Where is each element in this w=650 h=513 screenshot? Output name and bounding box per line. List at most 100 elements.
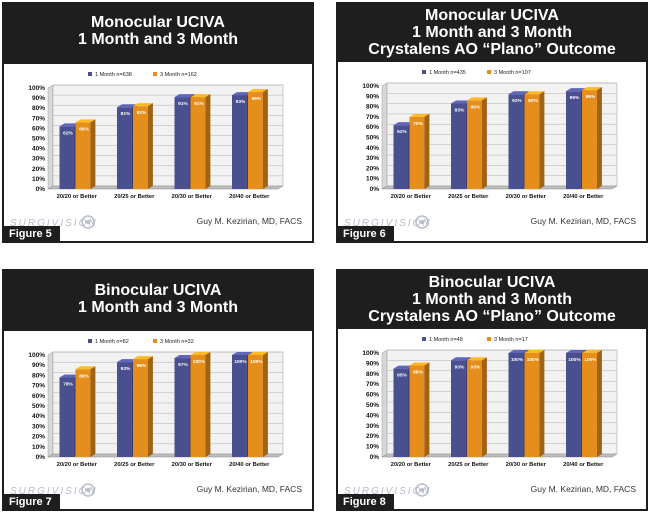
bar <box>524 350 545 457</box>
chart-panel-figure-6: Monocular UCIVA 1 Month and 3 Month Crys… <box>336 2 648 243</box>
y-tick-label: 0% <box>370 186 380 193</box>
y-tick-label: 50% <box>366 135 379 142</box>
legend-swatch <box>487 70 491 74</box>
y-tick-label: 50% <box>366 402 379 409</box>
data-label: 70% <box>413 121 423 127</box>
legend-label: 1 Month n=48 <box>429 337 463 343</box>
bar <box>190 94 211 189</box>
x-tick-label: 20/25 or Better <box>448 462 489 468</box>
legend-label: 3 Month n=162 <box>160 72 197 78</box>
data-label: 91% <box>178 101 188 107</box>
data-label: 93% <box>121 366 131 372</box>
data-label: 93% <box>471 364 481 370</box>
bar <box>466 357 487 457</box>
figure-label: Figure 7 <box>4 494 60 509</box>
figure-label: Figure 6 <box>338 226 394 241</box>
data-label: 82% <box>137 110 147 116</box>
x-tick-label: 20/25 or Better <box>114 194 155 200</box>
svg-text:SURGIVISION: SURGIVISION <box>10 486 98 497</box>
chart-panel-figure-5: Monocular UCIVA 1 Month and 3 Month 1 Mo… <box>2 2 314 243</box>
data-label: 100% <box>250 359 263 365</box>
bar-chart: 1 Month n=638 3 Month n=162 0% 10% 20% 30% 40%… <box>28 72 284 200</box>
bar <box>409 362 430 457</box>
y-tick-label: 20% <box>366 165 379 172</box>
chart-title-line: Crystalens AO “Plano” Outcome <box>368 41 616 58</box>
y-tick-label: 50% <box>32 136 45 143</box>
y-tick-label: 20% <box>32 166 45 173</box>
chart-title: Binocular UCIVA 1 Month and 3 Month <box>4 271 312 331</box>
chart-side-wall <box>381 82 388 190</box>
chart-side-wall <box>381 349 388 458</box>
legend-swatch <box>153 72 157 76</box>
y-tick-label: 40% <box>32 413 45 420</box>
y-tick-label: 30% <box>32 423 45 430</box>
bar <box>75 366 96 457</box>
bar <box>581 87 602 189</box>
legend-swatch <box>153 339 157 343</box>
y-tick-label: 20% <box>32 434 45 441</box>
chart-panel-figure-8: Binocular UCIVA 1 Month and 3 Month Crys… <box>336 269 648 511</box>
data-label: 66% <box>79 126 89 132</box>
surgivision-logo-icon: SURGIVISION <box>344 214 454 235</box>
x-tick-label: 20/40 or Better <box>563 194 604 200</box>
legend-label: 1 Month n=638 <box>95 72 132 78</box>
x-tick-label: 20/25 or Better <box>448 194 489 200</box>
data-label: 88% <box>413 369 423 375</box>
data-label: 78% <box>63 381 73 387</box>
surgivision-logo-icon: SURGIVISION <box>10 482 120 503</box>
data-label: 96% <box>137 363 147 369</box>
y-tick-label: 30% <box>32 156 45 163</box>
surgivision-logo-icon: SURGIVISION <box>10 214 120 235</box>
chart-side-wall <box>47 84 54 190</box>
bar <box>409 113 430 189</box>
legend-label: 3 Month n=17 <box>494 337 528 343</box>
bar <box>247 89 268 189</box>
legend-label: 3 Month n=107 <box>494 70 531 76</box>
data-label: 92% <box>512 98 522 104</box>
author-credit: Guy M. Kezirian, MD, FACS <box>530 484 636 494</box>
bar-chart: 1 Month n=48 3 Month n=17 0% 10% 20% 30% 40% 50… <box>362 337 618 468</box>
y-tick-label: 60% <box>366 392 379 399</box>
svg-text:SURGIVISION: SURGIVISION <box>10 218 98 229</box>
bar <box>524 91 545 189</box>
x-tick-label: 20/30 or Better <box>172 462 213 468</box>
chart-legend: 1 Month n=48 3 Month n=17 <box>422 337 528 343</box>
chart-title-line: 1 Month and 3 Month <box>78 299 238 316</box>
y-tick-label: 10% <box>32 176 45 183</box>
data-label: 85% <box>397 373 407 379</box>
legend-label: 3 Month n=32 <box>160 339 194 345</box>
data-label: 100% <box>584 357 597 363</box>
data-label: 100% <box>234 359 247 365</box>
data-label: 96% <box>252 96 262 102</box>
x-tick-label: 20/30 or Better <box>506 194 547 200</box>
x-tick-label: 20/30 or Better <box>506 462 547 468</box>
y-tick-label: 10% <box>32 444 45 451</box>
author-credit: Guy M. Kezirian, MD, FACS <box>530 216 636 226</box>
x-tick-label: 20/20 or Better <box>57 194 98 200</box>
y-tick-label: 80% <box>32 372 45 379</box>
chart-title: Binocular UCIVA 1 Month and 3 Month Crys… <box>338 271 646 329</box>
x-tick-label: 20/40 or Better <box>229 462 270 468</box>
y-tick-label: 60% <box>32 125 45 132</box>
y-tick-label: 60% <box>366 124 379 131</box>
legend-swatch <box>88 339 92 343</box>
data-label: 81% <box>121 111 131 117</box>
y-tick-label: 100% <box>362 350 379 357</box>
bar-chart: 1 Month n=82 3 Month n=32 0% 10% 20% 30% 40% 50… <box>28 339 284 468</box>
y-tick-label: 70% <box>366 114 379 121</box>
legend-swatch <box>422 70 426 74</box>
chart-title-line: Monocular UCIVA <box>425 7 559 24</box>
legend-swatch <box>88 72 92 76</box>
svg-text:SURGIVISION: SURGIVISION <box>344 218 432 229</box>
y-tick-label: 100% <box>362 83 379 90</box>
figure-label: Figure 5 <box>4 226 60 241</box>
data-label: 92% <box>528 98 538 104</box>
legend-swatch <box>422 337 426 341</box>
bar <box>466 97 487 189</box>
chart-title-line: Monocular UCIVA <box>91 14 225 31</box>
data-label: 93% <box>455 364 465 370</box>
author-credit: Guy M. Kezirian, MD, FACS <box>196 216 302 226</box>
x-tick-label: 20/20 or Better <box>391 462 432 468</box>
bar <box>132 103 153 189</box>
chart-title-line: 1 Month and 3 Month <box>78 31 238 48</box>
